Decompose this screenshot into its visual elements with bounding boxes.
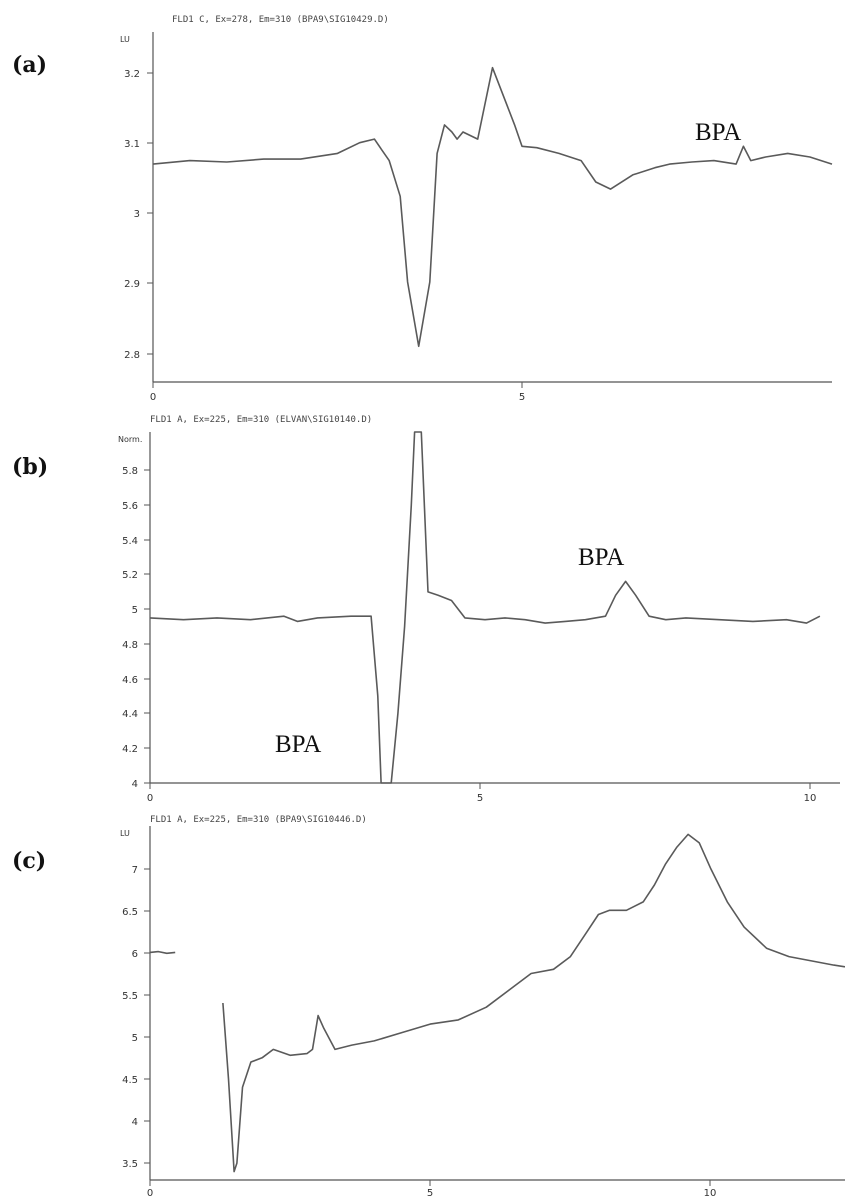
panel-b-y-tick-label: 5.6 [122, 501, 138, 512]
panel-b-tick-labels: 4 4.2 4.4 4.6 4.8 5 5.2 5.4 5.6 5.8 0 5 … [122, 466, 816, 804]
panel-c-y-tick-label: 6 [132, 949, 138, 960]
panel-b-y-unit: Norm. [118, 435, 142, 444]
panel-c-trace-segment-2 [222, 833, 845, 1173]
panel-b-ticks [144, 469, 811, 789]
panel-a-y-tick-label: 3.2 [124, 69, 140, 80]
panel-b-header: FLD1 A, Ex=225, Em=310 (ELVAN\SIG10140.D… [150, 415, 372, 425]
panel-c-bpa-annotation: BPA [275, 731, 321, 758]
panel-c-y-unit: LU [120, 829, 130, 838]
panel-b-x-tick-label: 0 [147, 793, 153, 804]
panel-b-y-tick-label: 5.4 [122, 536, 138, 547]
panel-b-y-tick-label: 4.2 [122, 744, 138, 755]
panel-b-y-tick-label: 4.6 [122, 675, 138, 686]
panel-c-x-tick-label: 5 [427, 1188, 433, 1199]
panel-b-y-tick-label: 4 [132, 779, 138, 790]
panel-b-x-tick-label: 10 [804, 793, 817, 804]
panel-c-y-tick-label: 4 [132, 1117, 138, 1128]
panel-b-x-tick-label: 5 [477, 793, 483, 804]
panel-a-y-tick-label: 2.8 [124, 350, 140, 361]
panel-c-x-tick-label: 10 [704, 1188, 717, 1199]
panel-a-header: FLD1 C, Ex=278, Em=310 (BPA9\SIG10429.D) [172, 15, 389, 25]
panel-c-header: FLD1 A, Ex=225, Em=310 (BPA9\SIG10446.D) [150, 815, 367, 825]
panel-c-label: (c) [12, 848, 46, 874]
panel-c-trace-segment-1 [149, 950, 176, 955]
panel-a-x-tick-label: 5 [519, 392, 525, 403]
panel-a-bpa-annotation: BPA [695, 119, 741, 146]
panel-b-bpa-annotation: BPA [578, 544, 624, 571]
panel-a-tick-labels: 2.8 2.9 3 3.1 3.2 0 5 [124, 69, 525, 403]
panel-b-y-tick-label: 5 [132, 605, 138, 616]
panel-c-y-tick-label: 6.5 [122, 907, 138, 918]
panel-c-y-tick-label: 3.5 [122, 1159, 138, 1170]
panel-a-y-unit: LU [120, 35, 130, 44]
panel-c-y-tick-label: 5.5 [122, 991, 138, 1002]
panel-c-ticks [144, 868, 711, 1186]
panel-c-y-tick-label: 7 [132, 865, 138, 876]
panel-a-ticks [147, 72, 523, 388]
panel-b: (b) FLD1 A, Ex=225, Em=310 (ELVAN\SIG101… [12, 415, 840, 804]
panel-a-label: (a) [12, 52, 47, 78]
panel-c-x-tick-label: 0 [147, 1188, 153, 1199]
panel-a-y-tick-label: 3 [134, 209, 140, 220]
panel-b-label: (b) [12, 454, 48, 480]
panel-b-y-tick-label: 5.2 [122, 570, 138, 581]
panel-a-y-tick-label: 2.9 [124, 279, 140, 290]
panel-b-y-tick-label: 4.8 [122, 640, 138, 651]
panel-b-y-tick-label: 4.4 [122, 709, 138, 720]
panel-b-trace [149, 431, 821, 784]
panel-a-trace [152, 66, 833, 348]
panel-c: (c) FLD1 A, Ex=225, Em=310 (BPA9\SIG1044… [12, 731, 845, 1199]
panel-c-tick-labels: 3.5 4 4.5 5 5.5 6 6.5 7 0 5 10 [122, 865, 716, 1199]
panel-a: (a) FLD1 C, Ex=278, Em=310 (BPA9\SIG1042… [12, 15, 833, 403]
panel-a-x-tick-label: 0 [150, 392, 156, 403]
panel-c-y-tick-label: 4.5 [122, 1075, 138, 1086]
panel-b-y-tick-label: 5.8 [122, 466, 138, 477]
panel-c-y-tick-label: 5 [132, 1033, 138, 1044]
panel-a-y-tick-label: 3.1 [124, 139, 140, 150]
